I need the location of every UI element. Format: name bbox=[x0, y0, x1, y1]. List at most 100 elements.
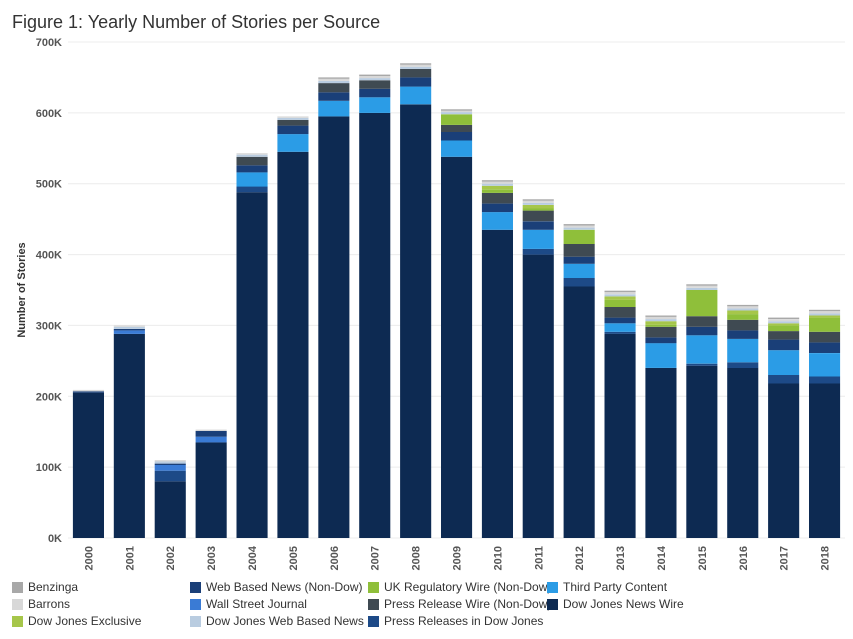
x-tick-label: 2013 bbox=[615, 546, 627, 570]
x-tick-label: 2010 bbox=[492, 546, 504, 570]
y-tick-label: 700K bbox=[36, 37, 62, 49]
bar-segment bbox=[645, 316, 677, 319]
legend-swatch bbox=[547, 581, 558, 593]
bar-segment bbox=[441, 132, 473, 141]
bar-segment bbox=[727, 314, 759, 320]
y-tick-label: 500K bbox=[36, 179, 62, 191]
bar-segment bbox=[154, 465, 186, 471]
bar-stack-2014 bbox=[645, 315, 677, 538]
bar-stack-2015 bbox=[686, 284, 718, 538]
bar-segment bbox=[359, 76, 391, 79]
bar-stack-2018 bbox=[809, 309, 841, 538]
bar-segment bbox=[727, 304, 759, 307]
bar-segment bbox=[768, 323, 800, 326]
bar-segment bbox=[72, 389, 104, 392]
legend-item: Dow Jones Web Based News bbox=[190, 614, 364, 628]
bar-segment bbox=[686, 316, 718, 327]
bar-segment bbox=[441, 114, 473, 125]
bar-segment bbox=[604, 296, 636, 300]
bar-segment bbox=[727, 306, 759, 309]
bar-segment bbox=[236, 172, 268, 187]
bar-segment bbox=[563, 227, 595, 230]
y-tick-label: 100K bbox=[36, 462, 62, 474]
bar-segment bbox=[809, 309, 841, 312]
legend-swatch bbox=[190, 598, 201, 610]
legend-label: Press Release Wire (Non-Dow) bbox=[384, 597, 552, 611]
chart-title: Figure 1: Yearly Number of Stories per S… bbox=[12, 12, 381, 32]
bar-segment bbox=[113, 330, 145, 334]
bar-segment bbox=[727, 319, 759, 331]
bar-segment bbox=[768, 375, 800, 384]
bar-segment bbox=[154, 461, 186, 464]
bar-segment bbox=[727, 310, 759, 314]
bar-segment bbox=[604, 290, 636, 293]
bar-stack-2005 bbox=[277, 116, 309, 539]
bar-stack-2013 bbox=[604, 290, 636, 538]
x-tick-label: 2015 bbox=[697, 546, 709, 570]
bar-segment bbox=[236, 192, 268, 538]
x-axis-ticks: 2000 2001 2002 2003 2004 2005 2006 2007 2008 2009… bbox=[83, 545, 831, 570]
legend-item: Dow Jones News Wire bbox=[547, 597, 684, 611]
y-tick-label: 0K bbox=[48, 533, 62, 545]
bar-segment bbox=[195, 431, 227, 437]
bar-segment bbox=[277, 119, 309, 126]
legend-swatch bbox=[12, 598, 23, 610]
bar-segment bbox=[563, 263, 595, 278]
x-tick-label: 2002 bbox=[165, 546, 177, 570]
bar-segment bbox=[645, 319, 677, 322]
bar-segment bbox=[359, 74, 391, 76]
bar-stack-2009 bbox=[441, 109, 473, 539]
bar-segment bbox=[686, 335, 718, 364]
bar-segment bbox=[645, 367, 677, 538]
legend-swatch bbox=[547, 598, 558, 610]
bar-segment bbox=[645, 315, 677, 317]
x-tick-label: 2014 bbox=[656, 545, 668, 570]
bar-segment bbox=[809, 383, 841, 538]
bar-segment bbox=[277, 116, 309, 118]
bar-segment bbox=[318, 78, 350, 81]
bar-stack-2012 bbox=[563, 224, 595, 538]
bar-segment bbox=[563, 278, 595, 287]
bar-stack-2006 bbox=[318, 77, 350, 539]
bar-segment bbox=[318, 83, 350, 93]
bar-segment bbox=[195, 442, 227, 538]
bar-segment bbox=[645, 321, 677, 325]
bar-segment bbox=[441, 140, 473, 157]
legend-label: UK Regulatory Wire (Non-Dow) bbox=[384, 580, 552, 594]
bar-segment bbox=[72, 392, 104, 538]
legend-swatch bbox=[12, 581, 23, 593]
bar-stack-2002 bbox=[154, 460, 186, 538]
bar-segment bbox=[522, 210, 554, 222]
bar-segment bbox=[441, 156, 473, 539]
bar-segment bbox=[645, 337, 677, 344]
bar-segment bbox=[809, 313, 841, 316]
bar-segment bbox=[154, 481, 186, 538]
bar-segment bbox=[645, 326, 677, 338]
legend-item: Press Release Wire (Non-Dow) bbox=[368, 597, 551, 611]
bar-segment bbox=[604, 317, 636, 324]
x-tick-label: 2003 bbox=[206, 546, 218, 570]
bar-segment bbox=[809, 331, 841, 343]
bar-segment bbox=[236, 154, 268, 157]
x-tick-label: 2005 bbox=[288, 546, 300, 570]
bar-segment bbox=[522, 221, 554, 230]
bar-segment bbox=[727, 308, 759, 311]
bar-segment bbox=[359, 78, 391, 81]
bar-segment bbox=[809, 317, 841, 332]
bar-segment bbox=[481, 181, 513, 184]
bar-stack-2016 bbox=[727, 304, 759, 538]
legend-swatch bbox=[190, 581, 201, 593]
bar-segment bbox=[195, 436, 227, 443]
bar-segment bbox=[809, 376, 841, 384]
bar-segment bbox=[727, 338, 759, 363]
x-tick-label: 2011 bbox=[533, 546, 545, 570]
bar-segment bbox=[768, 321, 800, 324]
bar-segment bbox=[768, 317, 800, 319]
legend-label: Dow Jones Web Based News bbox=[206, 614, 364, 628]
bar-segment bbox=[809, 353, 841, 377]
legend-swatch bbox=[368, 581, 379, 593]
bar-segment bbox=[277, 134, 309, 152]
bar-segment bbox=[318, 81, 350, 84]
y-tick-label: 400K bbox=[36, 250, 62, 262]
